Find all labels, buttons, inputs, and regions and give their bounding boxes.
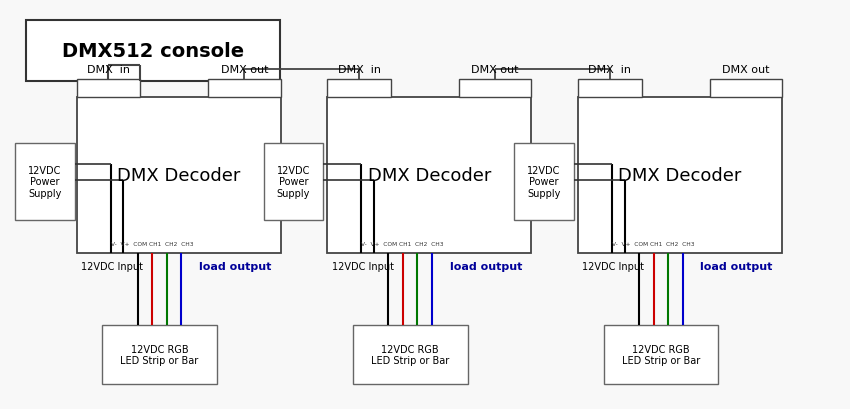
- Text: 12VDC
Power
Supply: 12VDC Power Supply: [28, 166, 62, 198]
- Bar: [353, 325, 468, 384]
- Bar: [327, 98, 531, 254]
- Text: DMX Decoder: DMX Decoder: [116, 167, 241, 185]
- Bar: [264, 143, 323, 221]
- Bar: [604, 325, 718, 384]
- Text: DMX out: DMX out: [472, 65, 518, 74]
- Text: DMX  in: DMX in: [87, 65, 130, 74]
- Text: DMX Decoder: DMX Decoder: [367, 167, 491, 185]
- Bar: [578, 80, 642, 98]
- Text: V-  V+  COM CH1  CH2  CH3: V- V+ COM CH1 CH2 CH3: [110, 241, 193, 246]
- Text: load output: load output: [199, 262, 271, 272]
- Text: 12VDC RGB
LED Strip or Bar: 12VDC RGB LED Strip or Bar: [120, 344, 199, 366]
- Bar: [26, 20, 280, 82]
- Bar: [76, 98, 280, 254]
- Text: 12VDC Input: 12VDC Input: [81, 262, 143, 272]
- Bar: [710, 80, 782, 98]
- Bar: [327, 80, 391, 98]
- Text: 12VDC RGB
LED Strip or Bar: 12VDC RGB LED Strip or Bar: [621, 344, 700, 366]
- Bar: [578, 98, 782, 254]
- Text: DMX out: DMX out: [722, 65, 769, 74]
- Text: DMX512 console: DMX512 console: [62, 42, 244, 61]
- Text: DMX  in: DMX in: [337, 65, 381, 74]
- Text: DMX out: DMX out: [221, 65, 268, 74]
- Bar: [208, 80, 280, 98]
- Bar: [459, 80, 531, 98]
- Text: 12VDC RGB
LED Strip or Bar: 12VDC RGB LED Strip or Bar: [371, 344, 450, 366]
- Text: V-  V+  COM CH1  CH2  CH3: V- V+ COM CH1 CH2 CH3: [361, 241, 444, 246]
- Bar: [15, 143, 75, 221]
- Bar: [76, 80, 140, 98]
- Text: DMX Decoder: DMX Decoder: [618, 167, 742, 185]
- Text: 12VDC
Power
Supply: 12VDC Power Supply: [276, 166, 310, 198]
- Text: DMX  in: DMX in: [588, 65, 632, 74]
- Bar: [102, 325, 217, 384]
- Text: 12VDC Input: 12VDC Input: [332, 262, 394, 272]
- Text: 12VDC
Power
Supply: 12VDC Power Supply: [527, 166, 561, 198]
- Text: load output: load output: [700, 262, 773, 272]
- Text: 12VDC Input: 12VDC Input: [582, 262, 644, 272]
- Text: load output: load output: [450, 262, 522, 272]
- Bar: [514, 143, 574, 221]
- Text: V-  V+  COM CH1  CH2  CH3: V- V+ COM CH1 CH2 CH3: [612, 241, 694, 246]
